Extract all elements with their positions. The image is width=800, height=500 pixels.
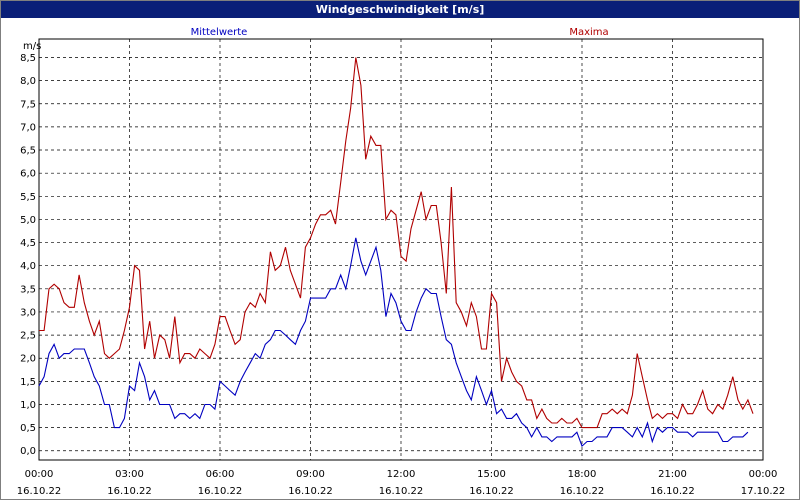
x-tick-time: 00:00 xyxy=(25,469,54,480)
x-tick-date: 16.10.22 xyxy=(107,486,152,497)
x-tick-date: 16.10.22 xyxy=(17,486,62,497)
x-tick-time: 21:00 xyxy=(658,469,687,480)
y-axis-label: m/s xyxy=(23,41,41,52)
y-axis-ticks: 0,0 0,5 1,0 1,5 2,0 2,5 3,0 3,5 4,0 4,5 5,0 5,5 6,0 6… xyxy=(20,53,36,457)
x-tick-date: 16.10.22 xyxy=(379,486,424,497)
grid xyxy=(39,39,763,460)
y-tick-label: 7,5 xyxy=(20,99,36,110)
x-tick-time: 09:00 xyxy=(296,469,325,480)
y-tick-label: 0,0 xyxy=(20,446,36,457)
y-tick-label: 6,5 xyxy=(20,146,36,157)
x-tick-date: 16.10.22 xyxy=(469,486,514,497)
x-tick-time: 12:00 xyxy=(387,469,416,480)
y-tick-label: 4,5 xyxy=(20,238,36,249)
series-lines xyxy=(38,57,754,448)
chart-title: Windgeschwindigkeit [m/s] xyxy=(1,1,799,18)
legend-mittelwerte: Mittelwerte xyxy=(191,27,248,38)
x-tick-date: 16.10.22 xyxy=(650,486,695,497)
x-tick-time: 00:00 xyxy=(749,469,778,480)
y-tick-label: 3,0 xyxy=(20,307,36,318)
y-tick-label: 1,5 xyxy=(20,377,36,388)
legend-maxima: Maxima xyxy=(569,27,608,38)
y-tick-label: 7,0 xyxy=(20,122,36,133)
x-tick-time: 03:00 xyxy=(115,469,144,480)
y-tick-label: 2,5 xyxy=(20,331,36,342)
y-tick-label: 1,0 xyxy=(20,400,36,411)
x-tick-time: 15:00 xyxy=(477,469,506,480)
x-tick-time: 18:00 xyxy=(568,469,597,480)
plot-area xyxy=(38,38,764,461)
y-tick-label: 8,5 xyxy=(20,53,36,64)
y-tick-label: 2,0 xyxy=(20,354,36,365)
y-tick-label: 5,0 xyxy=(20,215,36,226)
x-tick-date: 16.10.22 xyxy=(560,486,605,497)
x-tick-date: 17.10.22 xyxy=(741,486,786,497)
x-tick-date: 16.10.22 xyxy=(288,486,333,497)
x-axis-ticks: 00:00 16.10.22 03:00 16.10.22 06:00 16.10.22 0… xyxy=(17,469,786,497)
y-tick-label: 3,5 xyxy=(20,284,36,295)
x-tick-date: 16.10.22 xyxy=(198,486,243,497)
y-tick-label: 6,0 xyxy=(20,169,36,180)
series-line-mittelwerte xyxy=(38,237,749,448)
y-tick-label: 8,0 xyxy=(20,76,36,87)
y-tick-label: 5,5 xyxy=(20,192,36,203)
series-line-maxima xyxy=(39,57,754,429)
y-tick-label: 4,0 xyxy=(20,261,36,272)
x-tick-time: 06:00 xyxy=(206,469,235,480)
y-tick-label: 0,5 xyxy=(20,423,36,434)
